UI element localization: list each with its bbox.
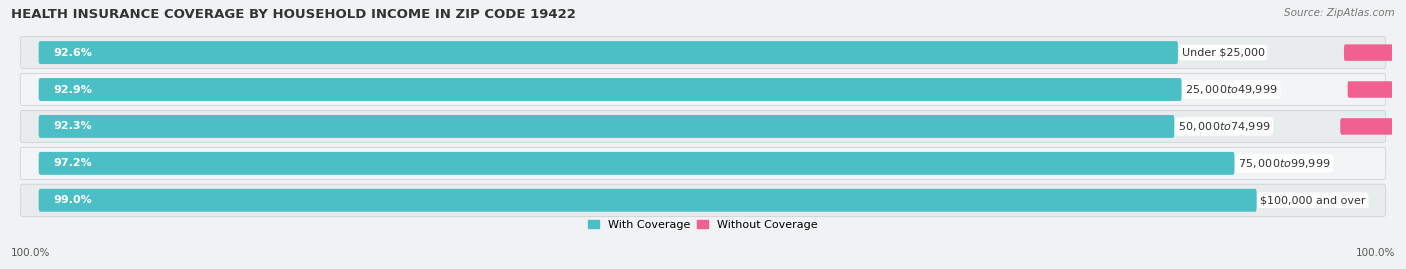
FancyBboxPatch shape	[20, 147, 1386, 179]
Text: 99.0%: 99.0%	[53, 195, 93, 205]
FancyBboxPatch shape	[20, 184, 1386, 216]
Text: 97.2%: 97.2%	[53, 158, 93, 168]
Text: 92.9%: 92.9%	[53, 84, 93, 94]
FancyBboxPatch shape	[39, 152, 1234, 175]
FancyBboxPatch shape	[20, 37, 1386, 69]
FancyBboxPatch shape	[20, 73, 1386, 105]
FancyBboxPatch shape	[1348, 81, 1406, 98]
Text: $75,000 to $99,999: $75,000 to $99,999	[1239, 157, 1330, 170]
Text: $100,000 and over: $100,000 and over	[1260, 195, 1365, 205]
FancyBboxPatch shape	[1400, 155, 1406, 172]
Text: 100.0%: 100.0%	[1355, 248, 1395, 258]
FancyBboxPatch shape	[39, 189, 1257, 212]
Text: Source: ZipAtlas.com: Source: ZipAtlas.com	[1284, 8, 1395, 18]
FancyBboxPatch shape	[20, 110, 1386, 143]
Text: HEALTH INSURANCE COVERAGE BY HOUSEHOLD INCOME IN ZIP CODE 19422: HEALTH INSURANCE COVERAGE BY HOUSEHOLD I…	[11, 8, 576, 21]
FancyBboxPatch shape	[39, 41, 1178, 64]
Text: 92.6%: 92.6%	[53, 48, 93, 58]
FancyBboxPatch shape	[1340, 118, 1406, 135]
Text: $50,000 to $74,999: $50,000 to $74,999	[1178, 120, 1271, 133]
FancyBboxPatch shape	[39, 78, 1181, 101]
FancyBboxPatch shape	[1344, 44, 1406, 61]
Text: $25,000 to $49,999: $25,000 to $49,999	[1185, 83, 1278, 96]
Legend: With Coverage, Without Coverage: With Coverage, Without Coverage	[588, 220, 818, 230]
Text: Under $25,000: Under $25,000	[1181, 48, 1264, 58]
FancyBboxPatch shape	[39, 115, 1174, 138]
Text: 92.3%: 92.3%	[53, 121, 91, 132]
Text: 100.0%: 100.0%	[11, 248, 51, 258]
